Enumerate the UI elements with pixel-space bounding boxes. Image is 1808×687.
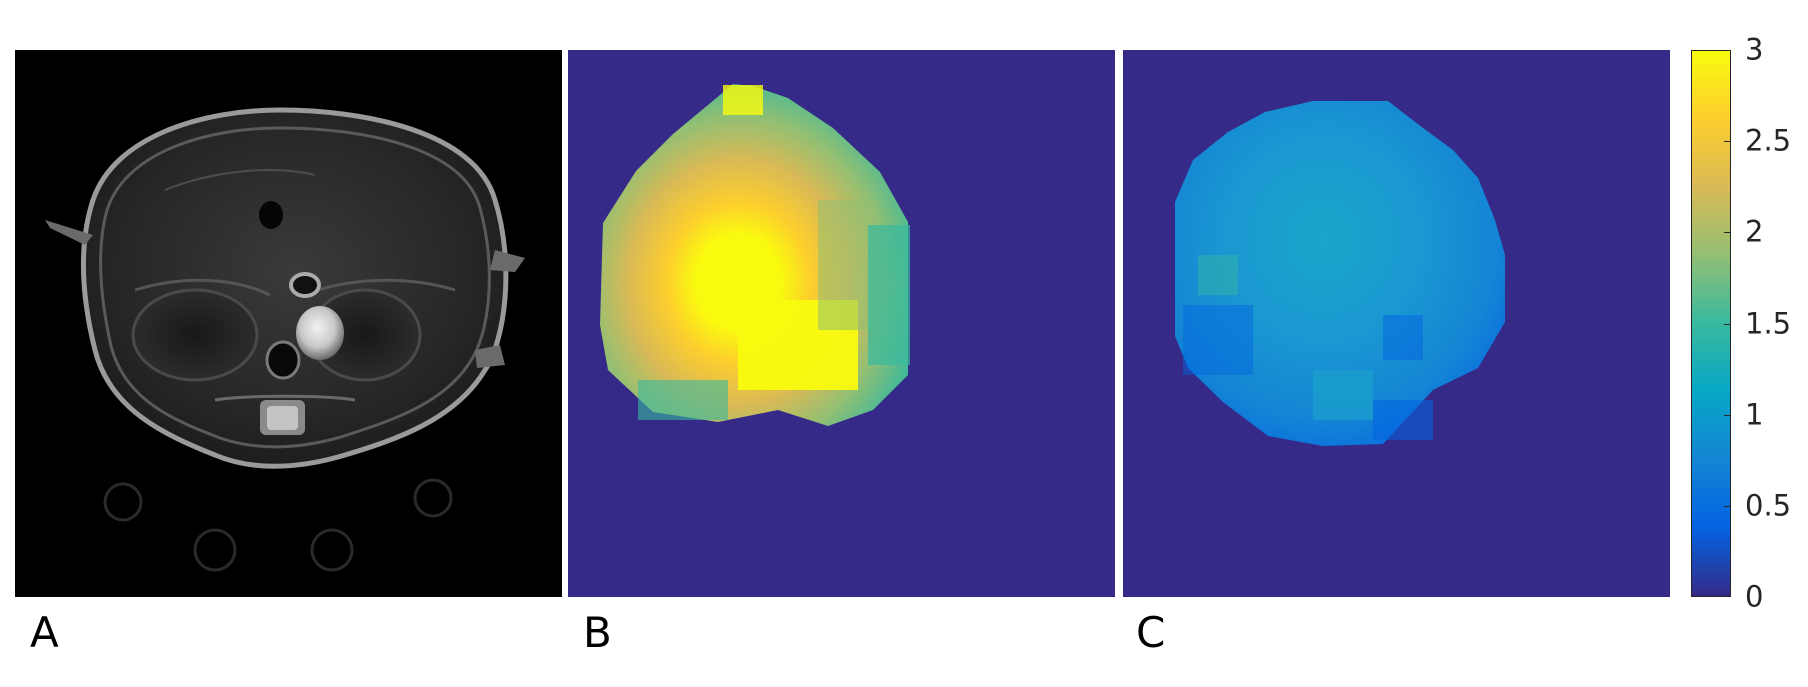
panel-label-a: A	[30, 608, 59, 657]
colorbar-tick-mark	[1724, 505, 1731, 507]
parametric-map-c	[1123, 50, 1670, 597]
map-c-image	[1175, 101, 1505, 446]
bright-lesion	[296, 306, 344, 360]
colorbar-tick-label: 1.5	[1745, 306, 1792, 340]
colorbar-tick-label: 2.5	[1745, 123, 1792, 158]
map-b-image	[600, 84, 910, 426]
colorbar-tick-mark	[1724, 414, 1731, 416]
colorbar-tick-label: 1	[1745, 397, 1764, 432]
panel-label-c: C	[1136, 608, 1166, 657]
mri-slice-image	[45, 107, 525, 572]
colorbar-tick-label: 0	[1745, 579, 1764, 614]
colorbar-tick-mark	[1724, 232, 1731, 234]
mri-image-panel	[15, 50, 562, 597]
parametric-map-b	[568, 50, 1115, 597]
panel-label-b: B	[583, 608, 612, 657]
colorbar-tick-mark	[1724, 323, 1731, 325]
colorbar-tick-label: 3	[1745, 32, 1764, 67]
colorbar-tick-mark	[1724, 141, 1731, 143]
colorbar-tick-label: 2	[1745, 214, 1764, 249]
colorbar-tick-label: 0.5	[1745, 488, 1792, 523]
